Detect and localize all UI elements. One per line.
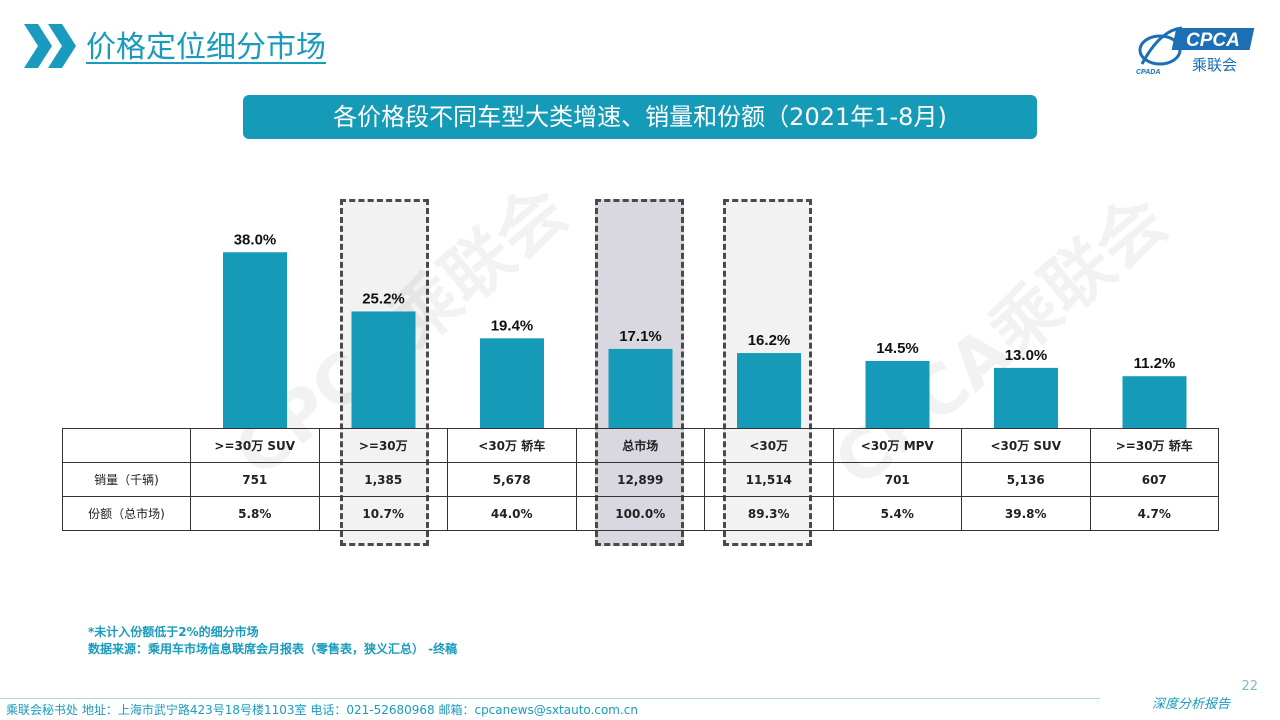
bar-value-label: 17.1% bbox=[619, 328, 662, 345]
bar-1 bbox=[351, 311, 416, 428]
table-header-cell: <30万 SUV bbox=[961, 428, 1091, 463]
chart-subtitle: 各价格段不同车型大类增速、销量和份额（2021年1-8月) bbox=[333, 103, 947, 131]
table-cell: 39.8% bbox=[961, 496, 1091, 531]
table-cell: 1,385 bbox=[318, 462, 448, 497]
bar-value-label: 25.2% bbox=[362, 290, 405, 307]
bar-0 bbox=[223, 252, 287, 428]
table-cell: 4.7% bbox=[1089, 496, 1219, 531]
footer-brand: 深度分析报告 bbox=[1151, 697, 1230, 712]
table-header-cell: <30万 MPV bbox=[832, 428, 962, 463]
table-cell: 12,899 bbox=[575, 462, 705, 497]
table-header-cell bbox=[62, 428, 191, 463]
cpca-logo: CPCA 乘联会 CPADA bbox=[1136, 26, 1255, 76]
footer-contact-text: 乘联会秘书处 地址：上海市武宁路423号18号楼1103室 电话：021-526… bbox=[6, 703, 639, 717]
table-cell: 5,136 bbox=[961, 462, 1091, 497]
chart-subtitle-banner: 各价格段不同车型大类增速、销量和份额（2021年1-8月) bbox=[243, 95, 1037, 139]
note-exclusion: *未计入份额低于2%的细分市场 bbox=[88, 625, 259, 639]
bar-value-label: 11.2% bbox=[1134, 355, 1176, 372]
table-cell: 100.0% bbox=[575, 496, 705, 531]
table-header-cell: <30万 bbox=[704, 428, 834, 463]
bar-7 bbox=[1122, 376, 1187, 428]
footer: 乘联会秘书处 地址：上海市武宁路423号18号楼1103室 电话：021-526… bbox=[0, 696, 1280, 720]
table-cell: 11,514 bbox=[704, 462, 834, 497]
bar-value-label: 16.2% bbox=[748, 332, 791, 349]
bar-value-label: 13.0% bbox=[1005, 347, 1048, 364]
table-row-label: 份额（总市场) bbox=[62, 496, 191, 531]
table-header-cell: 总市场 bbox=[575, 428, 705, 463]
table-header-cell: >=30万 轿车 bbox=[1089, 428, 1219, 463]
table-row: 份额（总市场) 5.8% 10.7% 44.0% 100.0% 89.3% 5.… bbox=[62, 496, 1219, 531]
bar-2 bbox=[480, 338, 544, 428]
table-cell: 701 bbox=[832, 462, 962, 497]
table-cell: 5,678 bbox=[447, 462, 577, 497]
logo-badge: CPADA bbox=[1136, 69, 1160, 76]
chevron-double-icon bbox=[24, 24, 76, 68]
table-header-cell: >=30万 bbox=[318, 428, 448, 463]
table-cell: 5.8% bbox=[190, 496, 320, 531]
page-number: 22 bbox=[1241, 679, 1258, 694]
data-table: >=30万 SUV >=30万 <30万 轿车 总市场 <30万 <30万 MP… bbox=[62, 428, 1219, 531]
footer-divider bbox=[0, 698, 1100, 699]
bar-6 bbox=[994, 367, 1058, 428]
logo-subtext: 乘联会 bbox=[1192, 56, 1237, 74]
table-cell: 751 bbox=[190, 462, 320, 497]
table-cell: 89.3% bbox=[704, 496, 834, 531]
bar-3 bbox=[608, 348, 673, 428]
bar-value-label: 19.4% bbox=[491, 317, 534, 334]
logo-text: CPCA bbox=[1186, 30, 1240, 51]
bar-4 bbox=[737, 353, 801, 428]
table-cell: 10.7% bbox=[318, 496, 448, 531]
table-row-label: 销量（千辆) bbox=[62, 462, 191, 497]
table-header-cell: <30万 轿车 bbox=[447, 428, 577, 463]
table-row: 销量（千辆) 751 1,385 5,678 12,899 11,514 701… bbox=[62, 462, 1219, 497]
note-source: 数据来源：乘用车市场信息联席会月报表（零售表，狭义汇总） -终稿 bbox=[88, 642, 458, 656]
bar-5 bbox=[865, 360, 930, 428]
table-header-row: >=30万 SUV >=30万 <30万 轿车 总市场 <30万 <30万 MP… bbox=[62, 428, 1219, 463]
bar-value-label: 38.0% bbox=[234, 231, 277, 248]
table-cell: 5.4% bbox=[832, 496, 962, 531]
table-cell: 607 bbox=[1089, 462, 1219, 497]
page-title: 价格定位细分市场 bbox=[86, 30, 326, 65]
bar-value-label: 14.5% bbox=[876, 340, 919, 357]
chart-notes: *未计入份额低于2%的细分市场 数据来源：乘用车市场信息联席会月报表（零售表，狭… bbox=[88, 624, 457, 658]
bar-chart: 38.0% 25.2% 19.4% 17.1% 16.2% 14.5% 13.0% 11.2% bbox=[223, 231, 1187, 428]
table-cell: 44.0% bbox=[447, 496, 577, 531]
table-header-cell: >=30万 SUV bbox=[190, 428, 320, 463]
